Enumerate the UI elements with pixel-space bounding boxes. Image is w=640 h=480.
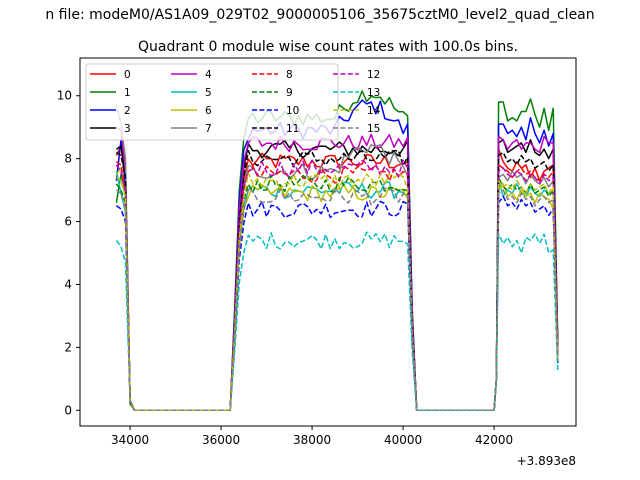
legend-label-4: 4	[205, 69, 212, 81]
x-axis: 34000 36000 38000 40000 42000	[111, 426, 513, 447]
legend-label-9: 9	[286, 87, 293, 99]
legend-label-13: 13	[367, 87, 380, 99]
legend-label-10: 10	[286, 105, 299, 117]
x-tick-label: 40000	[384, 433, 422, 447]
legend-label-14: 14	[367, 105, 381, 117]
legend-label-11: 11	[286, 123, 299, 135]
y-tick-label: 2	[64, 340, 72, 354]
legend-label-8: 8	[286, 69, 293, 81]
legend-label-12: 12	[367, 69, 380, 81]
y-tick-label: 10	[57, 89, 72, 103]
legend-label-6: 6	[205, 105, 212, 117]
legend-label-1: 1	[124, 87, 131, 99]
x-tick-label: 42000	[475, 433, 513, 447]
x-tick-label: 36000	[202, 433, 240, 447]
y-tick-label: 4	[64, 277, 72, 291]
x-tick-label: 34000	[111, 433, 149, 447]
x-offset-label: +3.893e8	[517, 454, 576, 468]
legend-label-3: 3	[124, 123, 131, 135]
chart-title: Quadrant 0 module wise count rates with …	[138, 39, 518, 55]
legend-label-7: 7	[205, 123, 212, 135]
legend-label-15: 15	[367, 123, 380, 135]
series-line-15	[115, 187, 559, 412]
x-tick-label: 38000	[293, 433, 331, 447]
y-axis: 0 2 4 6 8 10	[57, 89, 80, 417]
legend-label-2: 2	[124, 105, 131, 117]
figure-suptitle: n file: modeM0/AS1A09_029T02_9000005106_…	[45, 7, 594, 23]
legend-frame	[85, 63, 339, 141]
legend-label-0: 0	[124, 69, 131, 81]
y-tick-label: 0	[64, 403, 72, 417]
legend-label-5: 5	[205, 87, 212, 99]
y-tick-label: 8	[64, 152, 72, 166]
y-tick-label: 6	[64, 215, 72, 229]
series-layer	[115, 90, 559, 412]
axes-border	[79, 57, 577, 427]
